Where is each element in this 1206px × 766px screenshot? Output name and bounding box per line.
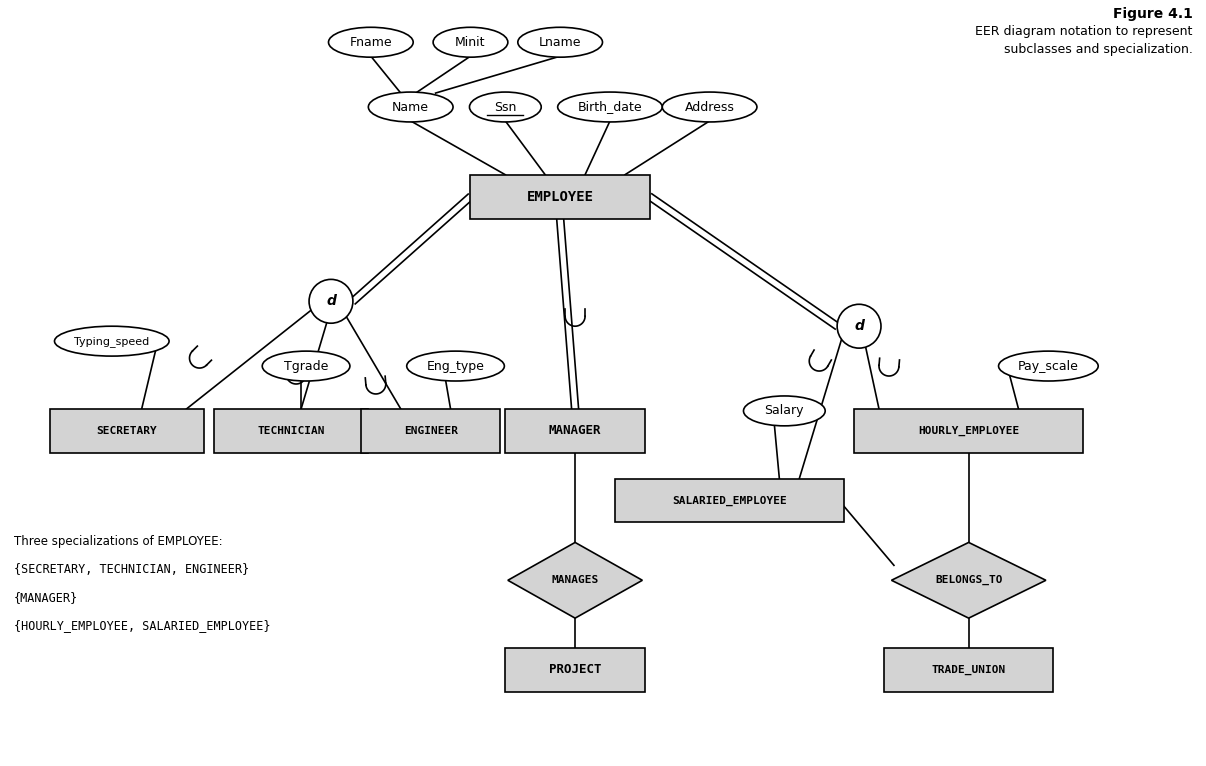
FancyBboxPatch shape — [854, 409, 1083, 453]
Text: PROJECT: PROJECT — [549, 663, 602, 676]
Text: MANAGER: MANAGER — [549, 424, 602, 437]
Text: Fname: Fname — [350, 36, 392, 49]
Text: Minit: Minit — [455, 36, 486, 49]
Text: d: d — [326, 294, 336, 308]
Ellipse shape — [368, 92, 453, 122]
Text: d: d — [854, 319, 863, 333]
Ellipse shape — [662, 92, 757, 122]
Text: Ssn: Ssn — [494, 100, 516, 113]
Text: Birth_date: Birth_date — [578, 100, 643, 113]
FancyBboxPatch shape — [505, 648, 645, 692]
Polygon shape — [508, 542, 643, 618]
FancyBboxPatch shape — [361, 409, 500, 453]
Text: Figure 4.1: Figure 4.1 — [1113, 8, 1193, 21]
Text: Three specializations of EMPLOYEE:: Three specializations of EMPLOYEE: — [14, 535, 223, 548]
Text: MANAGES: MANAGES — [551, 575, 598, 585]
Ellipse shape — [999, 351, 1099, 381]
Circle shape — [837, 304, 882, 348]
Ellipse shape — [557, 92, 662, 122]
Text: {MANAGER}: {MANAGER} — [14, 591, 78, 604]
Text: {HOURLY_EMPLOYEE, SALARIED_EMPLOYEE}: {HOURLY_EMPLOYEE, SALARIED_EMPLOYEE} — [14, 619, 270, 632]
Text: Address: Address — [685, 100, 734, 113]
Polygon shape — [891, 542, 1046, 618]
FancyBboxPatch shape — [615, 479, 844, 522]
Text: Name: Name — [392, 100, 429, 113]
Text: Salary: Salary — [765, 404, 804, 417]
Text: SALARIED_EMPLOYEE: SALARIED_EMPLOYEE — [672, 496, 786, 506]
Ellipse shape — [743, 396, 825, 426]
FancyBboxPatch shape — [49, 409, 204, 453]
Ellipse shape — [406, 351, 504, 381]
Text: TRADE_UNION: TRADE_UNION — [931, 665, 1006, 675]
Ellipse shape — [262, 351, 350, 381]
Text: {SECRETARY, TECHNICIAN, ENGINEER}: {SECRETARY, TECHNICIAN, ENGINEER} — [14, 563, 250, 576]
FancyBboxPatch shape — [884, 648, 1053, 692]
Ellipse shape — [469, 92, 541, 122]
FancyBboxPatch shape — [505, 409, 645, 453]
Text: HOURLY_EMPLOYEE: HOURLY_EMPLOYEE — [918, 426, 1019, 436]
Text: Typing_speed: Typing_speed — [74, 336, 150, 346]
Text: BELONGS_TO: BELONGS_TO — [935, 575, 1002, 585]
Circle shape — [309, 280, 353, 323]
Text: EER diagram notation to represent: EER diagram notation to represent — [976, 25, 1193, 38]
FancyBboxPatch shape — [470, 175, 650, 218]
Text: Eng_type: Eng_type — [427, 359, 485, 372]
Text: EMPLOYEE: EMPLOYEE — [527, 190, 593, 204]
Ellipse shape — [517, 28, 603, 57]
Text: Tgrade: Tgrade — [283, 359, 328, 372]
FancyBboxPatch shape — [213, 409, 368, 453]
Ellipse shape — [328, 28, 414, 57]
Text: Lname: Lname — [539, 36, 581, 49]
Text: TECHNICIAN: TECHNICIAN — [257, 426, 324, 436]
Text: Pay_scale: Pay_scale — [1018, 359, 1079, 372]
Ellipse shape — [54, 326, 169, 356]
Text: subclasses and specialization.: subclasses and specialization. — [1003, 43, 1193, 56]
Text: ENGINEER: ENGINEER — [404, 426, 457, 436]
Ellipse shape — [433, 28, 508, 57]
Text: SECRETARY: SECRETARY — [96, 426, 157, 436]
